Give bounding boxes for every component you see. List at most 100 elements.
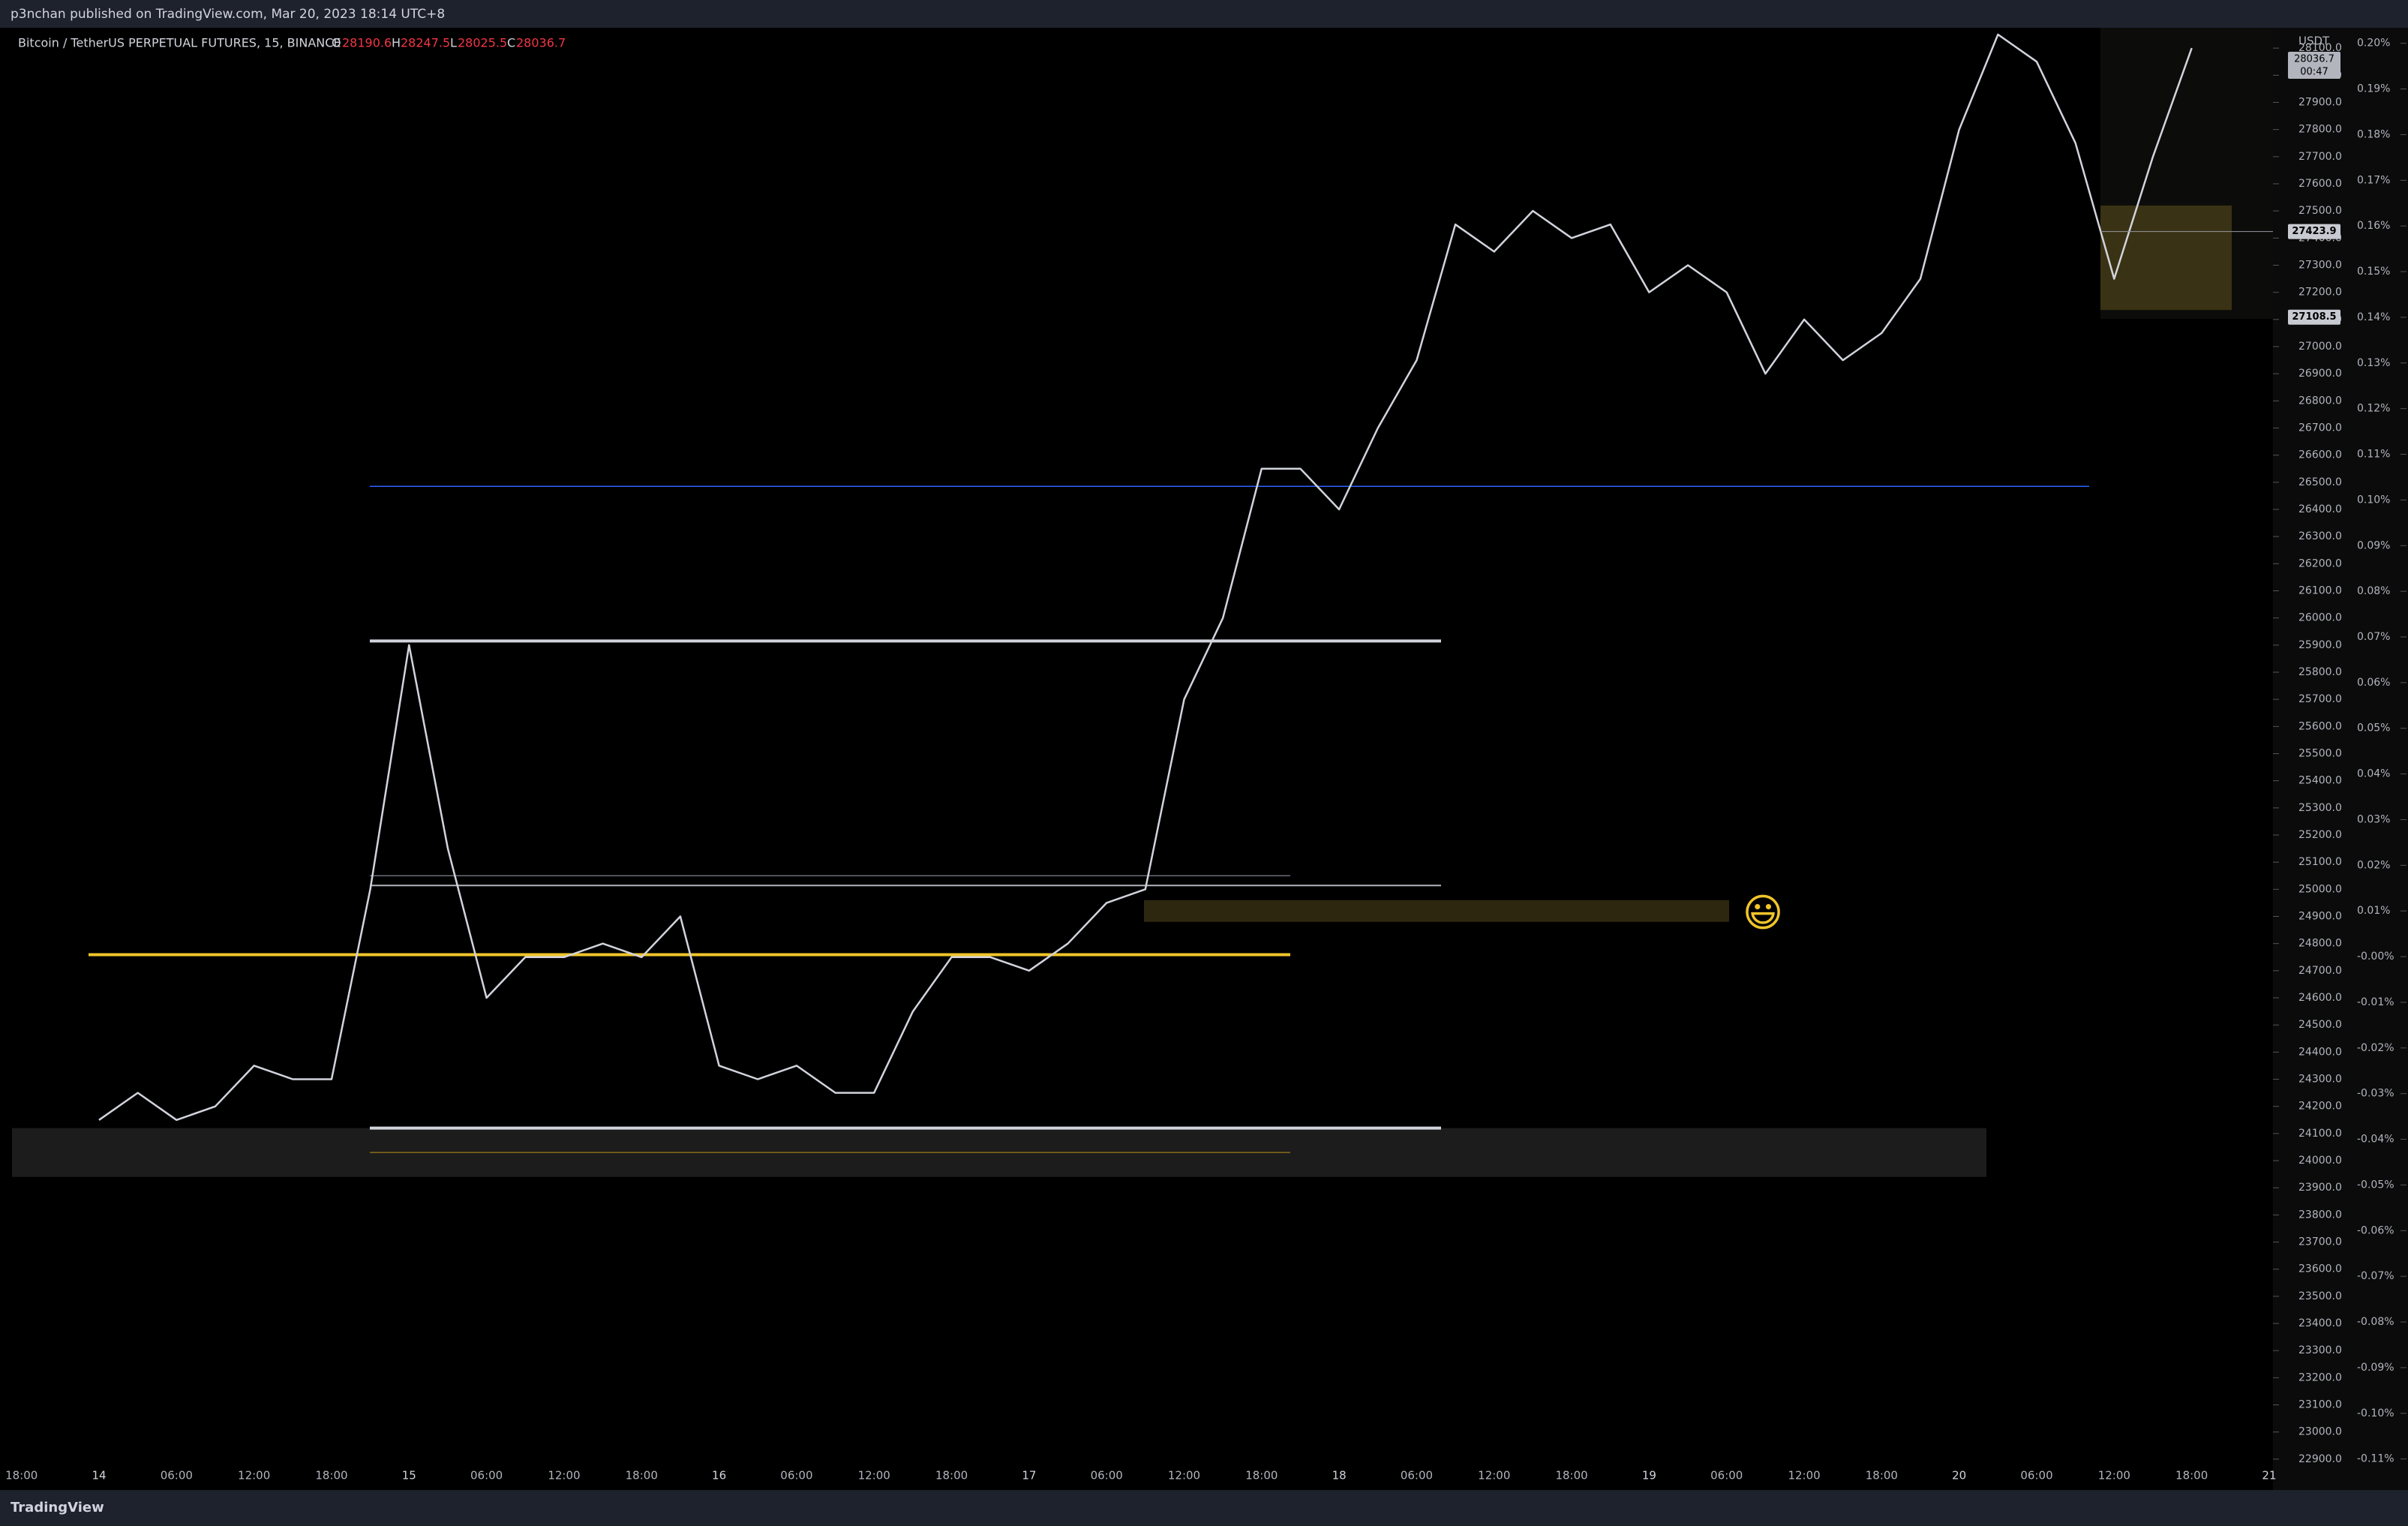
x-tick-label: 19 <box>1642 1469 1656 1482</box>
y2-tick-label: 0.02% <box>2357 859 2390 871</box>
y2-tick-label: 0.16% <box>2357 220 2390 232</box>
y-tick-label: 25600.0 <box>2298 720 2342 732</box>
y2-tick-label: -0.10% <box>2357 1407 2394 1419</box>
price-badge-label: 27108.5 <box>2292 311 2336 323</box>
y-tick-label: 24900.0 <box>2298 911 2342 923</box>
x-tick-label: 18:00 <box>315 1469 347 1482</box>
x-tick-label: 06:00 <box>1091 1469 1123 1482</box>
ohlc-value: 28025.5 <box>458 36 507 50</box>
x-tick-label: 14 <box>92 1469 106 1482</box>
y-tick-label: 25500.0 <box>2298 747 2342 759</box>
y-tick-label: 25700.0 <box>2298 693 2342 705</box>
y-tick-label: 22900.0 <box>2298 1453 2342 1465</box>
y-tick-label: 24100.0 <box>2298 1128 2342 1140</box>
y2-tick-label: 0.11% <box>2357 449 2390 461</box>
y2-tick-label: 0.14% <box>2357 311 2390 323</box>
y-tick-label: 26400.0 <box>2298 503 2342 515</box>
ohlc-letter: O <box>332 36 341 50</box>
y-tick-label: 24200.0 <box>2298 1101 2342 1113</box>
x-tick-label: 18 <box>1332 1469 1347 1482</box>
y-tick-label: 25300.0 <box>2298 802 2342 814</box>
currency: USDT <box>2298 35 2330 48</box>
y-tick-label: 26700.0 <box>2298 422 2342 434</box>
y2-tick-label: -0.11% <box>2357 1453 2394 1465</box>
y-tick-label: 24300.0 <box>2298 1074 2342 1086</box>
x-tick-label: 12:00 <box>2098 1469 2130 1482</box>
price-badge <box>2288 309 2340 325</box>
y-tick-label: 23300.0 <box>2298 1344 2342 1356</box>
countdown: 00:47 <box>2300 67 2328 78</box>
ohlc-letter: H <box>392 36 401 50</box>
y2-tick-label: 0.09% <box>2357 539 2390 551</box>
x-tick-label: 18:00 <box>935 1469 968 1482</box>
price-badge <box>2288 224 2340 239</box>
x-tick-label: 18:00 <box>1245 1469 1278 1482</box>
y2-tick-label: -0.09% <box>2357 1362 2394 1374</box>
ohlc-value: 28190.6 <box>342 36 392 50</box>
y-tick-label: 23200.0 <box>2298 1371 2342 1383</box>
x-tick-label: 06:00 <box>2020 1469 2052 1482</box>
y-tick-label: 25800.0 <box>2298 666 2342 678</box>
x-tick-label: 12:00 <box>1478 1469 1510 1482</box>
x-tick-label: 17 <box>1022 1469 1036 1482</box>
last-price-badge <box>2288 52 2340 80</box>
x-tick-label: 06:00 <box>470 1469 503 1482</box>
ohlc-value: 28036.7 <box>516 36 566 50</box>
x-tick-label: 18:00 <box>1866 1469 1898 1482</box>
y2-tick-label: -0.01% <box>2357 996 2394 1008</box>
header-bar <box>0 0 2408 28</box>
y2-tick-label: 0.20% <box>2357 38 2390 50</box>
symbol: Bitcoin / TetherUS PERPETUAL FUTURES, 15… <box>18 36 341 50</box>
x-tick-label: 18:00 <box>1555 1469 1587 1482</box>
x-tick-label: 18:00 <box>5 1469 38 1482</box>
y-tick-label: 26600.0 <box>2298 449 2342 461</box>
x-tick-label: 20 <box>1952 1469 1966 1482</box>
ohlc-letter: C <box>507 36 515 50</box>
annotation: 😃 <box>1743 891 1783 936</box>
x-tick-label: 21 <box>2262 1469 2276 1482</box>
y-tick-label: 24800.0 <box>2298 938 2342 950</box>
y-tick-label: 26900.0 <box>2298 368 2342 380</box>
y-tick-label: 26500.0 <box>2298 476 2342 488</box>
y2-tick-label: 0.08% <box>2357 585 2390 597</box>
y-tick-label: 26100.0 <box>2298 584 2342 596</box>
y-tick-label: 23800.0 <box>2298 1209 2342 1221</box>
x-tick-label: 06:00 <box>1401 1469 1433 1482</box>
y2-tick-label: 0.19% <box>2357 83 2390 95</box>
y2-tick-label: 0.01% <box>2357 905 2390 917</box>
x-tick-label: 06:00 <box>1710 1469 1743 1482</box>
y-tick-label: 27000.0 <box>2298 341 2342 353</box>
price-badge-label: 27423.9 <box>2292 226 2336 237</box>
y-tick-label: 26800.0 <box>2298 395 2342 407</box>
y2-tick-label: 0.07% <box>2357 631 2390 643</box>
y2-tick-label: -0.02% <box>2357 1042 2394 1054</box>
y-tick-label: 23000.0 <box>2298 1426 2342 1438</box>
y2-tick-label: -0.05% <box>2357 1179 2394 1191</box>
y-tick-label: 28100.0 <box>2298 42 2342 54</box>
y-tick-label: 24600.0 <box>2298 992 2342 1004</box>
x-tick-label: 12:00 <box>858 1469 890 1482</box>
y2-tick-label: -0.06% <box>2357 1224 2394 1236</box>
y-tick-label: 25100.0 <box>2298 856 2342 868</box>
footer-bar <box>0 1490 2408 1526</box>
x-tick-label: 12:00 <box>1168 1469 1200 1482</box>
y2-tick-label: -0.03% <box>2357 1088 2394 1100</box>
x-tick-label: 06:00 <box>780 1469 812 1482</box>
x-tick-label: 12:00 <box>548 1469 580 1482</box>
y-tick-label: 27900.0 <box>2298 96 2342 108</box>
publisher: p3nchan published on TradingView.com, Ma… <box>11 7 445 22</box>
y-tick-label: 24700.0 <box>2298 965 2342 977</box>
y-tick-label: 26200.0 <box>2298 557 2342 569</box>
x-tick-label: 16 <box>712 1469 726 1482</box>
y-tick-label: 23600.0 <box>2298 1263 2342 1275</box>
y-tick-label: 26300.0 <box>2298 530 2342 542</box>
x-tick-label: 06:00 <box>161 1469 193 1482</box>
x-tick-label: 15 <box>402 1469 416 1482</box>
y-tick-label: 27200.0 <box>2298 287 2342 299</box>
y-tick-label: 25400.0 <box>2298 775 2342 787</box>
y2-tick-label: 0.17% <box>2357 174 2390 186</box>
y-tick-label: 27600.0 <box>2298 178 2342 190</box>
y-tick-label: 23100.0 <box>2298 1399 2342 1411</box>
